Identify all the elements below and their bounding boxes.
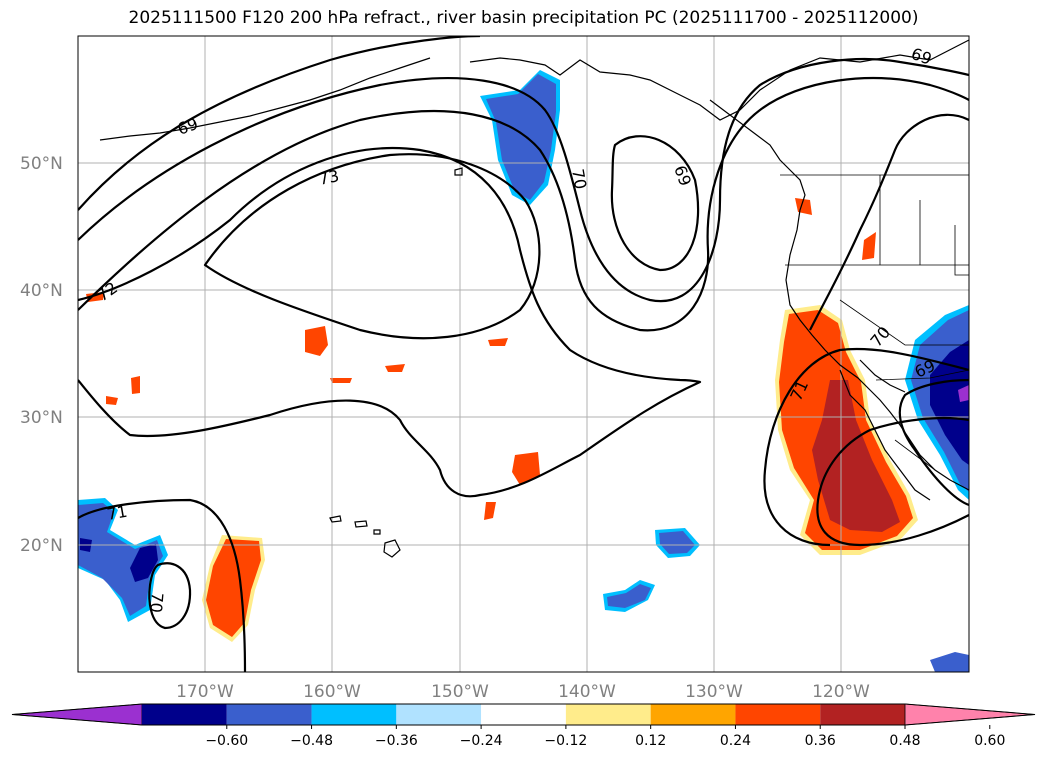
positive-precip-area: [206, 539, 261, 637]
contour-label: 69: [670, 163, 695, 189]
contour-72: [78, 146, 702, 498]
positive-precip-area: [330, 378, 352, 383]
contour-label: 70: [867, 323, 895, 351]
positive-precip-area: [488, 338, 508, 346]
colorbar-segment: [820, 704, 905, 725]
contour-label: 70: [146, 592, 167, 614]
colorbar-tick-label: 0.12: [635, 733, 666, 749]
lon-label: 160°W: [303, 682, 361, 702]
positive-precip-area: [795, 198, 812, 215]
colorbar-segment: [565, 704, 651, 725]
negative-precip-area: [930, 340, 969, 465]
colorbar: −0.60 −0.48 −0.36 −0.24 −0.12 0.12 0.24 0.36 0.4…: [11, 703, 1036, 749]
colorbar-segment: [396, 704, 482, 725]
colorbar-outline: [11, 703, 1036, 726]
map-frame: [77, 35, 970, 673]
latitude-labels: 50°N 40°N 30°N 20°N: [20, 154, 63, 556]
lon-label: 140°W: [558, 682, 616, 702]
colorbar-tick-label: −0.24: [460, 733, 503, 749]
lon-label: 170°W: [176, 682, 234, 702]
positive-precip-area: [131, 376, 140, 394]
refractivity-contours: [78, 36, 969, 672]
colorbar-tick-label: −0.12: [544, 733, 587, 749]
contour-71: [78, 77, 969, 332]
colorbar-segment: [735, 704, 821, 725]
contour-71-east: [816, 416, 969, 547]
contour-label: 73: [317, 166, 341, 189]
positive-precip-area: [385, 364, 405, 372]
negative-precip-area: [78, 503, 163, 616]
colorbar-tick-label: 0.48: [889, 733, 920, 749]
negative-precip-area: [130, 544, 158, 582]
colorbar-tick-label: 0.60: [974, 733, 1005, 749]
contour-69-east: [898, 378, 969, 507]
positive-precip-area: [512, 452, 540, 485]
colorbar-tick-label: −0.48: [290, 733, 333, 749]
contour-label: 72: [93, 278, 121, 305]
colorbar-tick-label: −0.60: [205, 733, 248, 749]
lat-label: 40°N: [20, 281, 63, 301]
contour-69: [78, 36, 481, 211]
lon-label: 150°W: [431, 682, 489, 702]
contour-70-closed: [148, 562, 192, 630]
contour-73: [203, 153, 541, 340]
contour-70: [78, 58, 969, 303]
contour-69-closed: [610, 135, 700, 272]
contour-label: 71: [105, 502, 128, 524]
colorbar-segment: [226, 704, 312, 725]
contour-north: [809, 113, 969, 331]
positive-precip-area: [862, 232, 876, 260]
colorbar-segment: [311, 704, 397, 725]
lat-label: 50°N: [20, 154, 63, 174]
contour-label: 70: [568, 167, 590, 190]
contour-70-east: [763, 347, 969, 547]
contour-71b: [78, 498, 247, 672]
positive-precip-area: [305, 326, 328, 356]
negative-precip-area: [607, 584, 651, 608]
colorbar-extend-high: [904, 703, 1036, 726]
colorbar-tick-label: 0.24: [720, 733, 751, 749]
colorbar-segment: [142, 704, 227, 725]
precip-fill-layer: [78, 70, 969, 672]
positive-precip-area: [812, 380, 900, 532]
colorbar-extend-low: [11, 703, 143, 726]
lat-label: 30°N: [20, 408, 63, 428]
contour-label: 69: [175, 114, 201, 139]
colorbar-segment: [650, 704, 736, 725]
negative-precip-area: [930, 652, 969, 672]
chart-title: 2025111500 F120 200 hPa refract., river …: [128, 8, 919, 28]
lon-label: 130°W: [685, 682, 743, 702]
lat-label: 20°N: [20, 536, 63, 556]
lon-label: 120°W: [812, 682, 870, 702]
negative-precip-area: [486, 74, 556, 200]
negative-precip-area: [659, 531, 695, 554]
colorbar-segment: [481, 704, 566, 725]
negative-precip-area: [958, 385, 969, 402]
longitude-labels: 170°W 160°W 150°W 140°W 130°W 120°W: [176, 682, 870, 702]
positive-precip-area: [484, 502, 496, 520]
colorbar-tick-label: −0.36: [375, 733, 418, 749]
colorbar-tick-label: 0.36: [805, 733, 836, 749]
positive-precip-area: [106, 396, 118, 405]
